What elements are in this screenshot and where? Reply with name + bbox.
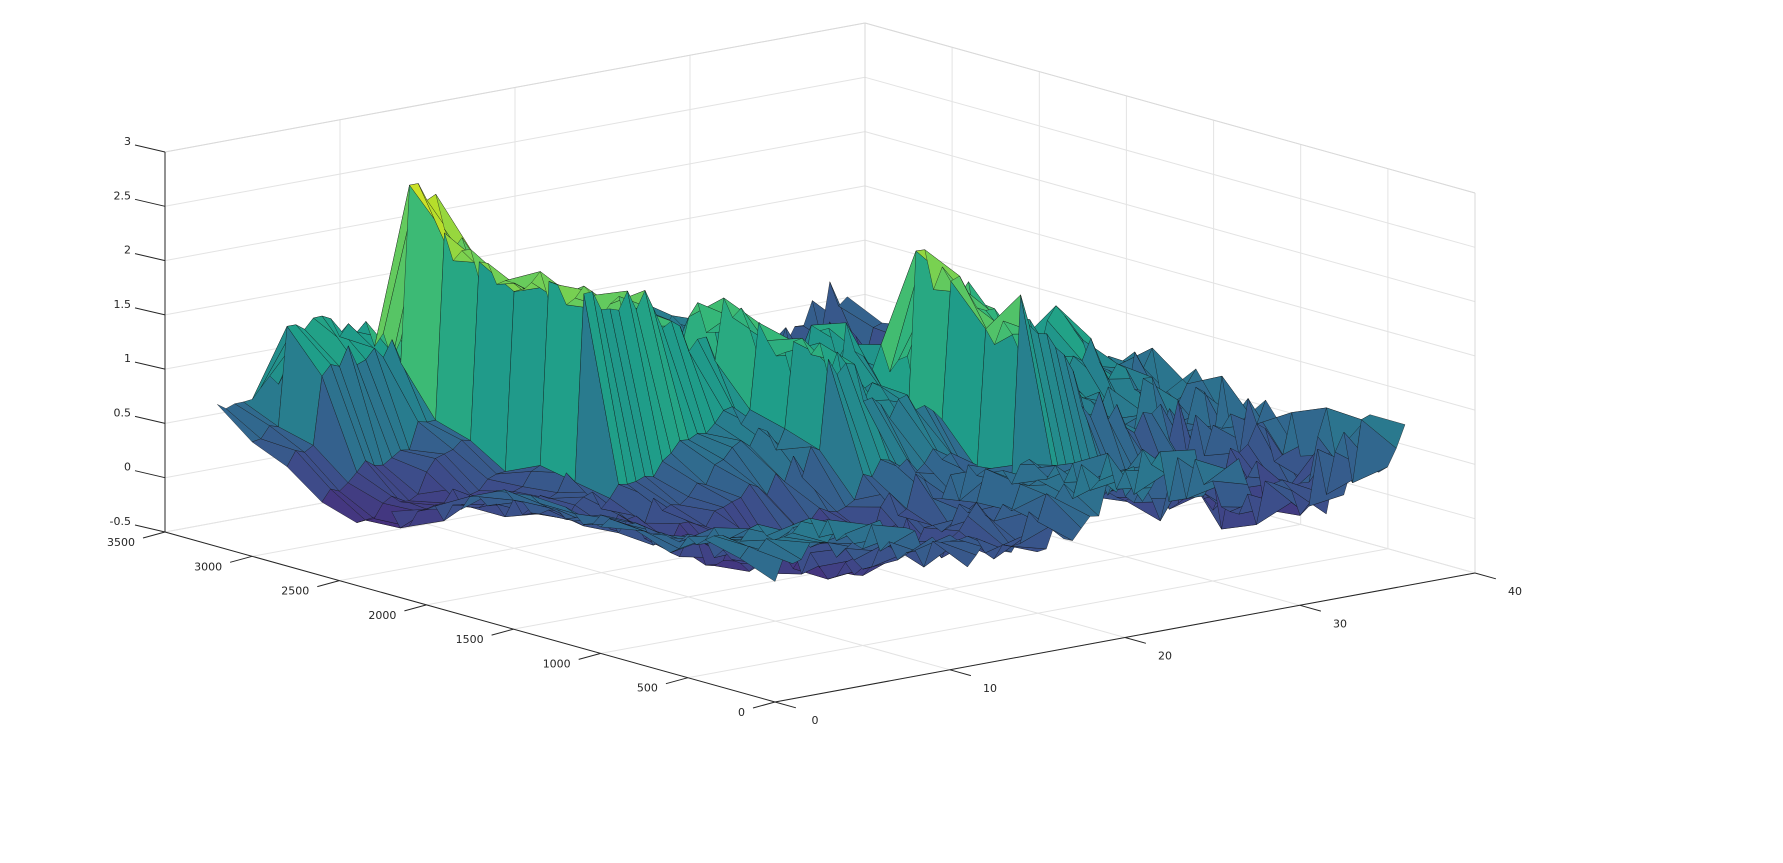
z-tick-mark [134, 470, 166, 479]
y-tick-mark [229, 555, 253, 563]
x-tick-40: 40 [1508, 585, 1522, 598]
z-tick-mark [134, 198, 166, 207]
surface-face [1361, 414, 1406, 449]
y-tick-mark [142, 531, 166, 539]
y-axis-line [164, 531, 776, 703]
z-tick-mark [134, 253, 166, 262]
y-tick-0: 0 [738, 706, 745, 719]
x-tick-mark [1474, 572, 1497, 580]
z-tick-mark [134, 361, 166, 370]
z-tick-3: 3 [124, 135, 131, 148]
box-edge [864, 22, 1476, 194]
z-tick-mark [134, 524, 166, 533]
surface-plot [217, 183, 1406, 582]
z-tick-neg0.5: -0.5 [110, 515, 131, 528]
wall-grid-line [864, 185, 1476, 357]
z-tick-1: 1 [124, 352, 131, 365]
y-tick-1500: 1500 [456, 633, 484, 646]
y-tick-2000: 2000 [368, 609, 396, 622]
y-tick-mark [404, 604, 427, 612]
floor-grid-line [600, 523, 1301, 654]
y-tick-mark [491, 628, 514, 636]
z-tick-0.5: 0.5 [114, 406, 132, 419]
x-tick-20: 20 [1158, 650, 1172, 663]
y-tick-3000: 3000 [194, 560, 222, 573]
y-tick-mark [665, 677, 689, 685]
wall-grid-line [164, 131, 866, 262]
y-tick-3500: 3500 [107, 536, 135, 549]
z-tick-mark [134, 307, 166, 316]
wall-grid-line [864, 76, 1476, 248]
y-tick-mark [752, 701, 776, 709]
y-tick-mark [317, 580, 340, 588]
x-tick-30: 30 [1333, 617, 1347, 630]
x-tick-mark [949, 669, 972, 677]
box-edge [164, 22, 866, 153]
axes-box [134, 144, 1497, 709]
x-axis-ticks: 0 10 20 30 40 [812, 585, 1523, 727]
x-tick-mark [1124, 637, 1147, 644]
y-tick-mark [578, 652, 601, 660]
z-tick-mark [134, 415, 166, 424]
z-tick-1.5: 1.5 [114, 298, 132, 311]
z-axis-ticks: -0.5 0 0.5 1 1.5 2 2.5 3 [110, 135, 131, 528]
x-tick-10: 10 [983, 682, 997, 695]
x-tick-mark [774, 701, 797, 709]
wall-grid-line [164, 185, 866, 316]
wall-grid-line [864, 239, 1476, 411]
z-tick-2: 2 [124, 244, 131, 257]
y-tick-500: 500 [637, 682, 658, 695]
x-tick-0: 0 [812, 714, 819, 727]
z-tick-0: 0 [124, 461, 131, 474]
y-tick-2500: 2500 [281, 585, 309, 598]
z-tick-2.5: 2.5 [114, 189, 132, 202]
y-axis-ticks: 0 500 1000 1500 2000 2500 3000 3500 [107, 536, 745, 719]
z-tick-mark [134, 144, 166, 153]
floor-grid-line [687, 548, 1388, 679]
wall-grid-line [164, 76, 866, 207]
wall-grid-line [864, 131, 1476, 303]
y-tick-1000: 1000 [543, 657, 571, 670]
x-tick-mark [1299, 604, 1322, 612]
floor-grid-line [339, 499, 951, 671]
